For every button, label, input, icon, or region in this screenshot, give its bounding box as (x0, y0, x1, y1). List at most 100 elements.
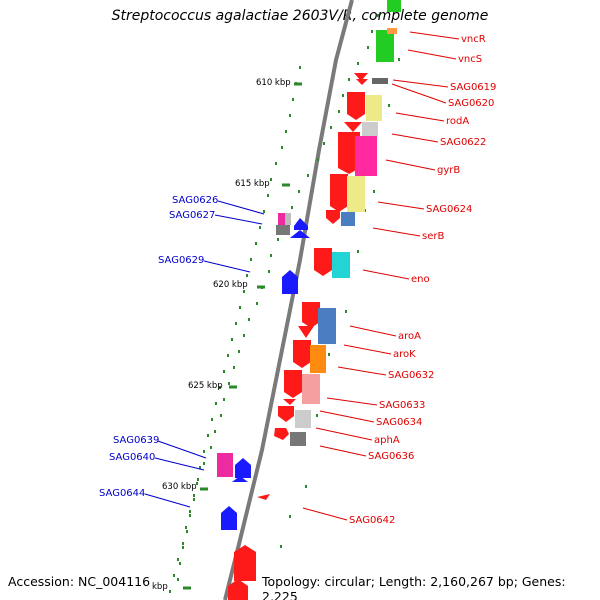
outer-tick (328, 353, 330, 356)
inner-tick (173, 574, 175, 577)
inner-tick (193, 494, 195, 497)
gene-leader-line (319, 410, 375, 423)
gene-serB (326, 210, 340, 224)
outer-tick (305, 485, 307, 488)
inner-tick (317, 158, 319, 161)
gene-label-arok: aroK (393, 349, 416, 360)
outer-tick (357, 250, 359, 253)
gene-rodA-box (366, 95, 382, 121)
gene-leader-line (315, 427, 373, 441)
gene-vncR (387, 0, 401, 12)
inner-tick (177, 558, 179, 561)
outer-tick (373, 190, 375, 193)
inner-tick (169, 590, 171, 593)
outer-tick (179, 562, 181, 565)
gene-label-sag0632: SAG0632 (388, 370, 434, 381)
inner-tick (220, 414, 222, 417)
gene-label-sag0627: SAG0627 (169, 210, 215, 221)
gene-label-sag0620: SAG0620 (448, 98, 494, 109)
gene-leader-line (395, 112, 445, 122)
gene-gyrB-box (355, 136, 377, 176)
gene-SAG0644 (221, 506, 237, 530)
outer-tick (280, 545, 282, 548)
gene-label-vncs: vncS (458, 54, 482, 65)
inner-tick (185, 526, 187, 529)
inner-tick (270, 254, 272, 257)
gene-label-sag0639: SAG0639 (113, 435, 159, 446)
gene-SAG0627-box (276, 225, 290, 235)
inner-tick (307, 174, 309, 177)
gene-marker (387, 28, 397, 34)
outer-tick (263, 210, 265, 213)
gene-aphA (274, 428, 289, 440)
inner-tick (342, 94, 344, 97)
scale-label: 615 kbp (235, 179, 270, 189)
gene-small-arrow (344, 122, 362, 132)
inner-tick (377, 14, 379, 17)
gene-label-sag0644: SAG0644 (99, 488, 145, 499)
outer-tick (270, 178, 272, 181)
gene-SAG0632-box (310, 345, 326, 373)
gene-rodA (347, 92, 365, 120)
gene-gyrB (338, 132, 360, 174)
gene-SAG0619 (354, 73, 368, 81)
outer-tick (182, 546, 184, 549)
gene-SAG0634 (278, 406, 294, 422)
gene-bottom-a (234, 545, 256, 581)
gene-aroA-box (318, 308, 336, 344)
gene-leader-line (409, 31, 460, 40)
gene-label-eno: eno (411, 274, 430, 285)
inner-tick (243, 334, 245, 337)
gene-label-sag0642: SAG0642 (349, 515, 395, 526)
inner-tick (223, 398, 225, 401)
inner-tick (238, 350, 240, 353)
scale-label: 620 kbp (213, 280, 248, 290)
outer-tick (196, 482, 198, 485)
inner-tick (338, 110, 340, 113)
inner-tick (371, 30, 373, 33)
gene-leader-line (337, 366, 387, 376)
outer-tick (289, 114, 291, 117)
outer-tick (203, 450, 205, 453)
gene-SAG0639 (235, 458, 251, 478)
inner-tick (228, 382, 230, 385)
gene-vncS (376, 30, 394, 62)
gene-eno-box (332, 252, 350, 278)
outer-tick (345, 310, 347, 313)
scale-label: 610 kbp (256, 78, 291, 88)
gene-leader-line (391, 133, 439, 143)
outer-tick (239, 306, 241, 309)
scale-label: 630 kbp (162, 482, 197, 492)
accession-text: Accession: NC_004116 (8, 574, 151, 589)
gene-leader-line (372, 227, 421, 237)
gene-SAG0626 (294, 218, 308, 230)
outer-tick (398, 58, 400, 61)
outer-tick (177, 578, 179, 581)
inner-tick (214, 430, 216, 433)
genome-backbone (223, 0, 354, 600)
gene-small (372, 78, 388, 84)
outer-tick (388, 104, 390, 107)
gene-leader-line (214, 214, 263, 225)
inner-tick (367, 46, 369, 49)
outer-tick (255, 242, 257, 245)
inner-tick (330, 126, 332, 129)
gene-SAG0624 (330, 174, 348, 212)
gene-leader-line (362, 269, 410, 280)
gene-SAG0632 (293, 340, 311, 368)
gene-SAG0624-box (347, 176, 365, 212)
outer-tick (223, 370, 225, 373)
gene-eno (314, 248, 332, 276)
inner-tick (291, 206, 293, 209)
gene-SAG0633 (283, 399, 296, 405)
inner-tick (210, 446, 212, 449)
gene-leader-line (302, 507, 348, 521)
outer-tick (259, 226, 261, 229)
gene-label-sag0629: SAG0629 (158, 255, 204, 266)
gene-label-serb: serB (422, 231, 444, 242)
outer-tick (267, 194, 269, 197)
gene-SAG0639-box (217, 453, 233, 477)
gene-leader-line (217, 200, 265, 215)
gene-label-sag0619: SAG0619 (450, 82, 496, 93)
